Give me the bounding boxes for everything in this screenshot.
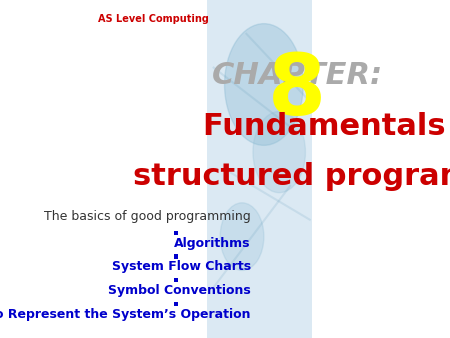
Bar	[174, 231, 178, 235]
Text: structured programming: structured programming	[133, 162, 450, 191]
Text: 8: 8	[268, 51, 326, 132]
Circle shape	[253, 112, 306, 193]
Text: Fundamentals of: Fundamentals of	[202, 112, 450, 141]
Bar	[174, 301, 178, 306]
Bar	[207, 0, 312, 338]
Text: System Flow Charts: System Flow Charts	[112, 260, 251, 273]
Circle shape	[220, 203, 264, 270]
Text: AS Level Computing: AS Level Computing	[98, 14, 209, 24]
Circle shape	[225, 24, 303, 145]
Text: Steps Used to Represent the System’s Operation: Steps Used to Represent the System’s Ope…	[0, 308, 251, 320]
Text: The basics of good programming: The basics of good programming	[44, 210, 251, 222]
Text: CHAPTER:: CHAPTER:	[212, 61, 382, 90]
Bar	[174, 254, 178, 259]
Text: Algorithms: Algorithms	[174, 237, 251, 249]
Bar	[174, 278, 178, 282]
Text: Symbol Conventions: Symbol Conventions	[108, 284, 251, 297]
